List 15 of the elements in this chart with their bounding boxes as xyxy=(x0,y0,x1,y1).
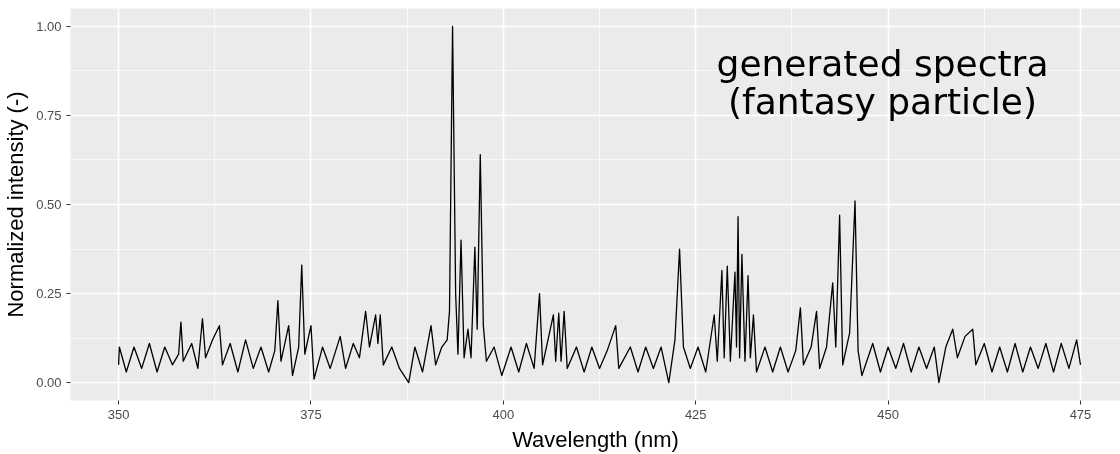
x-tick-label: 375 xyxy=(300,406,322,422)
y-tick-label: 0.50 xyxy=(36,197,62,212)
line-series xyxy=(117,25,1082,384)
y-axis-title: Normalized intensity (-) xyxy=(3,91,29,318)
annotation: generated spectra (fantasy particle) xyxy=(716,42,1049,123)
x-tick-label: 350 xyxy=(107,406,130,422)
x-axis-title: Wavelength (nm) xyxy=(512,426,679,452)
y-tick-label: 1.00 xyxy=(36,18,62,34)
y-tick-label: 0.75 xyxy=(36,107,62,123)
x-tick-label: 425 xyxy=(684,406,707,422)
x-tick-label: 450 xyxy=(877,406,899,422)
y-tick-label: 0.25 xyxy=(36,286,62,302)
x-tick-label: 475 xyxy=(1069,406,1092,422)
y-tick-label: 0.00 xyxy=(36,375,62,391)
x-tick-label: 400 xyxy=(492,406,515,422)
